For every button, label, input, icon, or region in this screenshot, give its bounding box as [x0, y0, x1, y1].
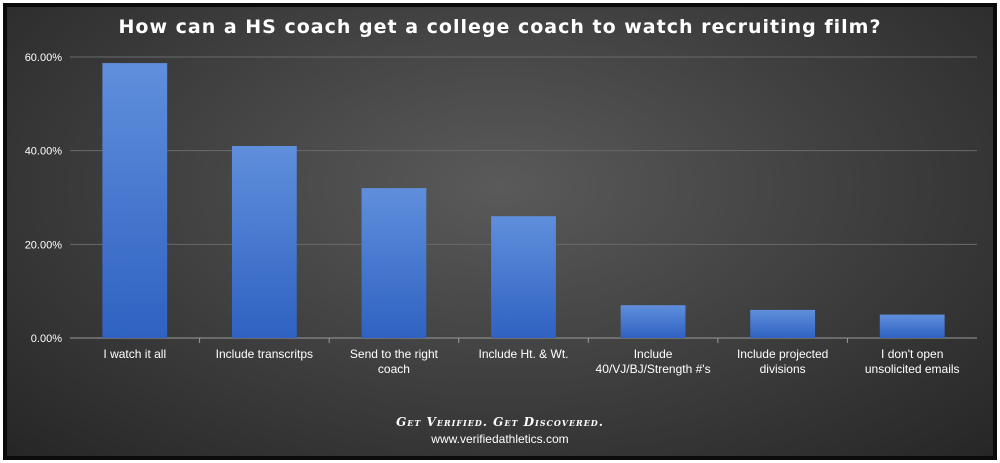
bar — [102, 63, 168, 339]
y-tick-label: 40.00% — [25, 146, 63, 158]
x-tick-label: Include 40/VJ/BJ/Strength #'s — [596, 347, 711, 376]
bar — [491, 216, 556, 338]
chart-title: How can a HS coach get a college coach t… — [118, 16, 882, 38]
x-tick-label: I watch it all — [103, 347, 166, 361]
bar — [361, 188, 427, 338]
x-tick-label: Include Ht. & Wt. — [478, 347, 568, 361]
y-tick-label: 60.00% — [25, 52, 63, 64]
bar — [620, 305, 686, 338]
footer-tagline: Get Verified. Get Discovered. — [396, 415, 604, 429]
y-tick-label: 0.00% — [31, 333, 62, 345]
x-tick-label: Send to the right coach — [350, 347, 439, 376]
x-tick-label: I don't open unsolicited emails — [865, 347, 960, 376]
bar — [879, 314, 945, 338]
y-tick-label: 20.00% — [25, 239, 63, 251]
x-tick-label: Include projected divisions — [737, 347, 828, 376]
bar — [231, 145, 297, 338]
bar — [750, 309, 816, 338]
x-tick-label: Include transcritps — [216, 347, 313, 361]
footer-url: www.verifiedathletics.com — [431, 432, 569, 446]
